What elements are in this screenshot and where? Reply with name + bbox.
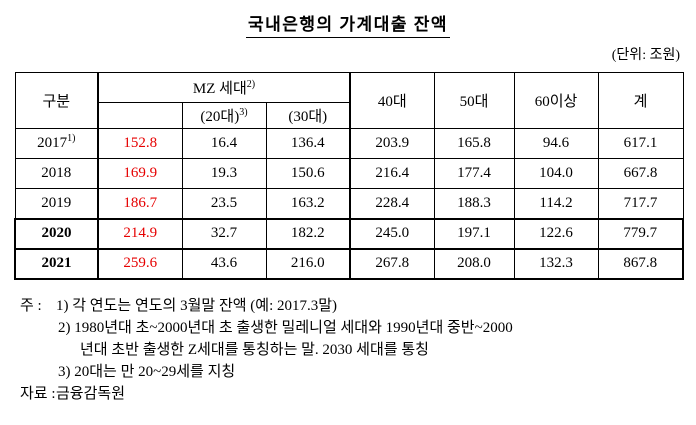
mz-total-cell: 186.7 [97,188,183,219]
source-label: 자료 : [20,385,56,402]
age50-cell: 177.4 [433,158,515,189]
age30-cell: 163.2 [265,188,351,219]
age40-cell: 203.9 [349,128,435,159]
age50-cell: 208.0 [433,247,515,280]
age50-cell: 188.3 [433,188,515,219]
header-60plus: 60이상 [513,72,599,129]
header-mz-footnote-mark: 2) [246,79,256,90]
footnotes-label: 주 : [20,297,42,314]
year-cell: 2021 [14,247,99,280]
table-row-2017: 20171) 152.8 16.4 136.4 203.9 165.8 94.6… [14,128,684,159]
footnote-line-1: 주 : 1) 각 연도는 연도의 3월말 잔액 (예: 2017.3말) [20,295,696,317]
header-20s-footnote-mark: 3) [239,107,248,118]
footnote-line-3: 3) 20대는 만 20~29세를 지칭 [58,363,236,380]
age50-cell: 165.8 [433,128,515,159]
age40-cell: 245.0 [349,217,435,250]
header-20s-label: (20대) [200,109,240,125]
age20-cell: 16.4 [181,128,267,159]
footnote-1-text: 1) 각 연도는 연도의 3월말 잔액 (예: 2017.3말) [56,297,338,314]
page-title: 국내은행의 가계대출 잔액 [245,10,451,38]
footnote-line-2-cont: 년대 초반 출생한 Z세대를 통칭하는 말. 2030 세대를 통칭 [80,341,429,358]
header-20s: (20대)3) [181,102,267,129]
mz-total-cell: 152.8 [97,128,183,159]
age30-cell: 182.2 [265,217,351,250]
year-label: 2017 [37,135,68,151]
age60-cell: 122.6 [513,217,599,250]
age60-cell: 104.0 [513,158,599,189]
household-loan-table: 구분 MZ 세대2) 40대 50대 60이상 계 (20대)3) (30대) … [14,72,684,280]
age60-cell: 114.2 [513,188,599,219]
year-footnote-mark: 1) [67,133,76,144]
total-cell: 667.8 [597,158,684,189]
age30-cell: 150.6 [265,158,351,189]
mz-total-cell: 169.9 [97,158,183,189]
age40-cell: 228.4 [349,188,435,219]
mz-total-cell: 259.6 [97,247,183,280]
year-cell: 20171) [14,128,99,159]
age20-cell: 19.3 [181,158,267,189]
total-cell: 779.7 [597,217,684,250]
table-row-2020: 2020 214.9 32.7 182.2 245.0 197.1 122.6 … [14,217,684,250]
header-mz-label: MZ 세대 [192,81,247,97]
unit-note: (단위: 조원) [611,48,680,63]
total-cell: 867.8 [597,247,684,280]
age30-cell: 136.4 [265,128,351,159]
header-gubun: 구분 [14,72,99,129]
header-mz-total-empty [97,102,183,129]
footnotes: 주 : 1) 각 연도는 연도의 3월말 잔액 (예: 2017.3말) 2) 1… [20,295,696,405]
table-row-2019: 2019 186.7 23.5 163.2 228.4 188.3 114.2 … [14,188,684,219]
header-50s: 50대 [433,72,515,129]
year-cell: 2020 [14,217,99,250]
table-row-2021: 2021 259.6 43.6 216.0 267.8 208.0 132.3 … [14,247,684,280]
footnote-line-2: 2) 1980년대 초~2000년대 초 출생한 밀레니얼 세대와 1990년대… [58,319,513,336]
header-mz-group: MZ 세대2) [97,72,351,103]
total-cell: 617.1 [597,128,684,159]
age60-cell: 94.6 [513,128,599,159]
age40-cell: 216.4 [349,158,435,189]
age50-cell: 197.1 [433,217,515,250]
year-label: 2020 [41,225,72,241]
source-value: 금융감독원 [56,385,126,402]
age20-cell: 23.5 [181,188,267,219]
mz-total-cell: 214.9 [97,217,183,250]
source-line: 자료 :금융감독원 [20,383,696,405]
year-cell: 2018 [14,158,99,189]
header-30s: (30대) [265,102,351,129]
age20-cell: 43.6 [181,247,267,280]
age40-cell: 267.8 [349,247,435,280]
year-label: 2018 [41,165,72,181]
header-total: 계 [597,72,684,129]
total-cell: 717.7 [597,188,684,219]
header-40s: 40대 [349,72,435,129]
title-wrap: 국내은행의 가계대출 잔액 [0,0,696,38]
age30-cell: 216.0 [265,247,351,280]
year-label: 2019 [41,194,72,211]
age20-cell: 32.7 [181,217,267,250]
table-row-2018: 2018 169.9 19.3 150.6 216.4 177.4 104.0 … [14,158,684,189]
age60-cell: 132.3 [513,247,599,280]
year-cell: 2019 [14,188,99,219]
header-row-1: 구분 MZ 세대2) 40대 50대 60이상 계 [14,72,684,129]
year-label: 2021 [41,255,72,271]
